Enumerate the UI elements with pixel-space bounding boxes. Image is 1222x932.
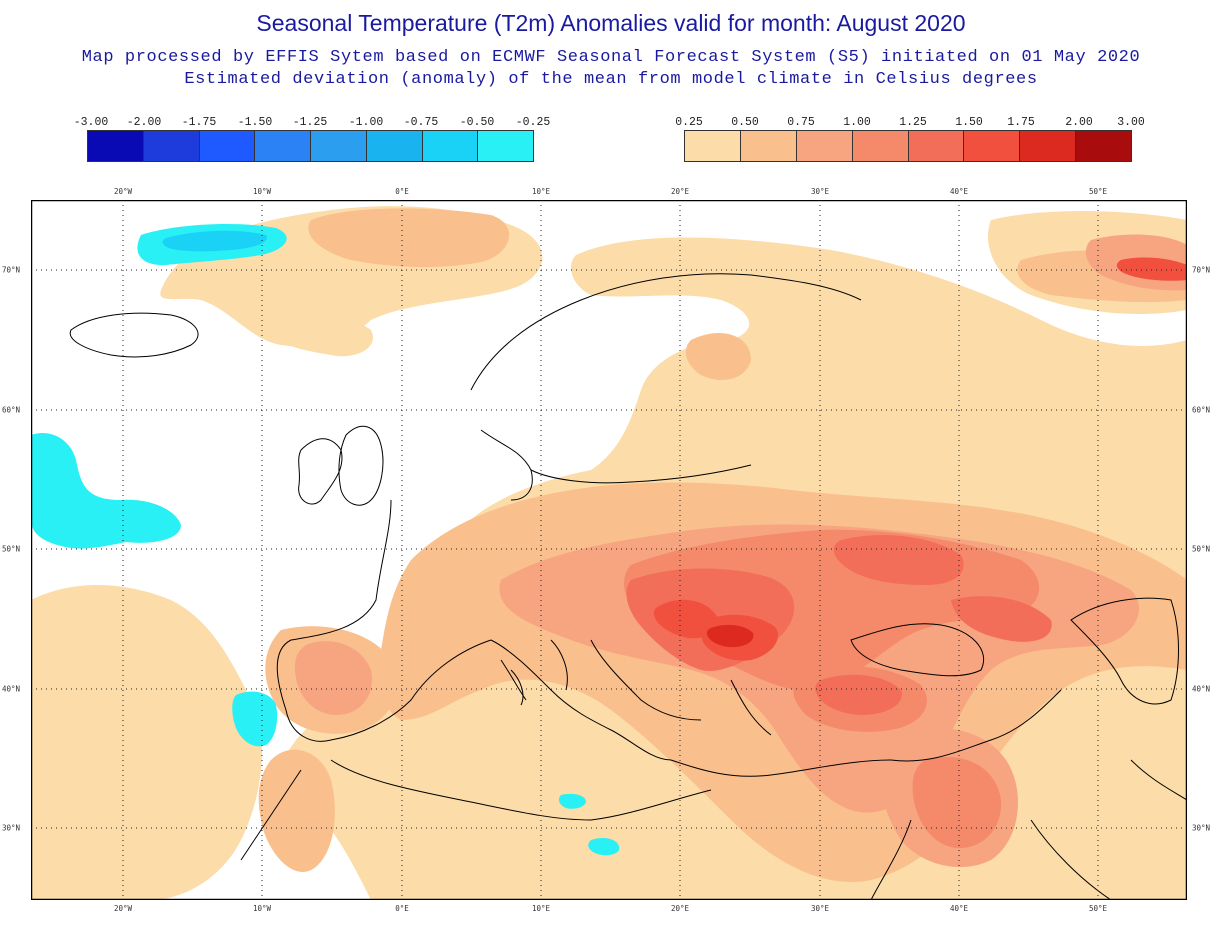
legend-cold-swatch xyxy=(422,131,479,161)
lon-label-bottom: 30°E xyxy=(810,904,830,913)
legend-warm-swatch xyxy=(964,131,1021,161)
lon-label-top: 20°W xyxy=(113,187,133,196)
legend-cold-tick: -1.00 xyxy=(348,116,384,129)
legend-cold-swatch xyxy=(88,131,144,161)
legend-warm-swatch xyxy=(852,131,909,161)
lat-label-left: 30°N xyxy=(2,823,21,833)
lat-label-right: 60°N xyxy=(1192,405,1211,415)
anomaly-zone-cold xyxy=(31,224,620,856)
legend-cold-tick: -1.50 xyxy=(237,116,273,129)
legend-cold-swatch xyxy=(478,131,533,161)
legend-warm-tick: 1.00 xyxy=(843,116,871,129)
legend-warm-swatch xyxy=(796,131,853,161)
legend-cold-swatch xyxy=(366,131,423,161)
map-title: Seasonal Temperature (T2m) Anomalies val… xyxy=(256,10,966,36)
anomaly-map[interactable] xyxy=(31,200,1187,900)
legend-warm-colorbar xyxy=(684,130,1132,162)
lon-label-top: 40°E xyxy=(949,187,969,196)
legend-cold-swatch xyxy=(311,131,367,161)
legend-warm-tick: 0.50 xyxy=(731,116,759,129)
lat-label-right: 50°N xyxy=(1192,544,1211,554)
legend-warm-tick: 0.75 xyxy=(787,116,815,129)
lat-label-left: 60°N xyxy=(2,405,21,415)
lon-label-bottom: 10°E xyxy=(531,904,551,913)
legend-warm-tick: 1.25 xyxy=(899,116,927,129)
lon-label-bottom: 20°W xyxy=(113,904,133,913)
lon-label-top: 30°E xyxy=(810,187,830,196)
lon-label-top: 10°E xyxy=(531,187,551,196)
legend-warm-swatch xyxy=(1020,131,1077,161)
lon-label-top: 0°E xyxy=(395,187,409,196)
legend-warm-tick: 0.25 xyxy=(675,116,703,129)
legend-cold-tick: -1.75 xyxy=(181,116,217,129)
legend-warm-swatch xyxy=(908,131,965,161)
anomaly-zone-1-75 xyxy=(707,624,754,648)
legend-cold-tick: -1.25 xyxy=(292,116,328,129)
legend-cold-colorbar xyxy=(87,130,534,162)
lat-label-right: 70°N xyxy=(1192,265,1211,275)
legend-cold-tick: -2.00 xyxy=(126,116,162,129)
legend-cold-swatch xyxy=(199,131,256,161)
lat-label-right: 30°N xyxy=(1192,823,1211,833)
lon-label-top: 10°W xyxy=(252,187,272,196)
map-subtitle-processing: Map processed by EFFIS Sytem based on EC… xyxy=(81,48,1141,67)
map-subtitle-units: Estimated deviation (anomaly) of the mea… xyxy=(184,70,1038,89)
legend-cold-tick: -0.50 xyxy=(459,116,495,129)
lon-label-top: 50°E xyxy=(1088,187,1108,196)
legend-cold-tick: -3.00 xyxy=(73,116,109,129)
graticule xyxy=(31,200,1187,900)
legend-warm-swatch xyxy=(740,131,797,161)
lat-label-left: 70°N xyxy=(2,265,21,275)
legend-warm-tick: 1.50 xyxy=(955,116,983,129)
lat-label-left: 40°N xyxy=(2,684,21,694)
lon-label-bottom: 10°W xyxy=(252,904,272,913)
lon-label-bottom: 20°E xyxy=(670,904,690,913)
lat-label-left: 50°N xyxy=(2,544,21,554)
legend-warm-tick: 3.00 xyxy=(1117,116,1145,129)
legend-cold-swatch xyxy=(255,131,311,161)
coastlines xyxy=(69,273,1187,900)
legend-cold-swatch xyxy=(143,131,200,161)
lat-label-right: 40°N xyxy=(1192,684,1211,694)
legend-warm-swatch xyxy=(685,131,741,161)
lon-label-top: 20°E xyxy=(670,187,690,196)
lon-label-bottom: 50°E xyxy=(1088,904,1108,913)
legend-cold-tick: -0.25 xyxy=(515,116,551,129)
legend-warm-tick: 1.75 xyxy=(1007,116,1035,129)
legend-warm-tick: 2.00 xyxy=(1065,116,1093,129)
map-frame xyxy=(31,200,1187,900)
legend-warm-swatch xyxy=(1076,131,1131,161)
lon-label-bottom: 40°E xyxy=(949,904,969,913)
legend-cold-tick: -0.75 xyxy=(403,116,439,129)
lon-label-bottom: 0°E xyxy=(395,904,409,913)
